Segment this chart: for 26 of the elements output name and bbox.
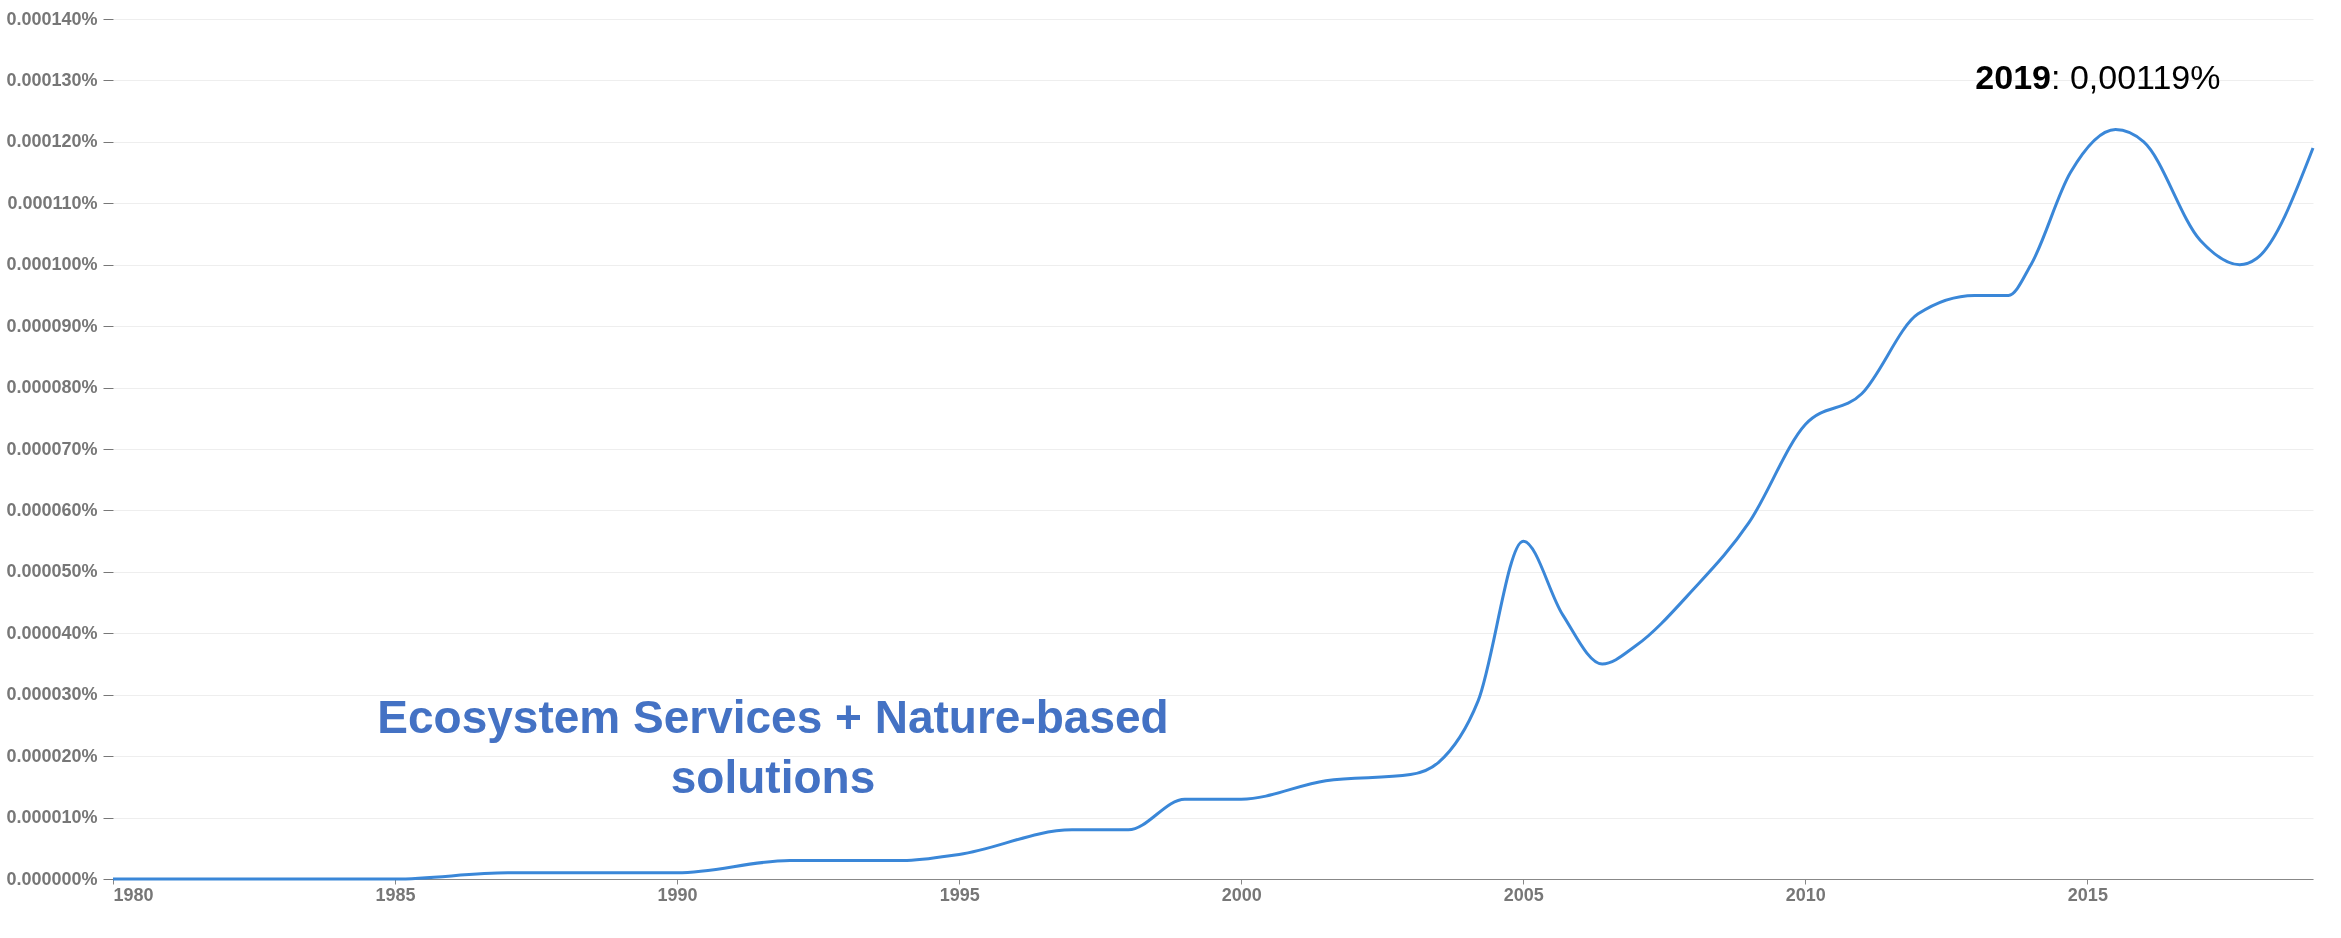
y-tick-label: 0.000050% — [6, 561, 98, 582]
y-tick-label: 0.000030% — [6, 684, 98, 705]
annotation: Ecosystem Services + Nature-based solutions — [377, 691, 1169, 803]
annotation: 2019: 0,00119% — [1975, 58, 2221, 96]
y-tick-label: 0.000090% — [6, 315, 98, 336]
x-tick-label: 1980 — [113, 884, 154, 905]
y-tick-label: 0.000010% — [6, 807, 98, 828]
y-tick-label: 0.000040% — [6, 622, 98, 643]
x-tick-label: 2000 — [1221, 884, 1262, 905]
y-tick-label: 0.000070% — [6, 438, 98, 459]
x-tick-label: 1995 — [939, 884, 980, 905]
y-tick-label: 0.000020% — [6, 745, 98, 766]
x-tick-label: 2015 — [2067, 884, 2108, 905]
y-tick-label: 0.000120% — [6, 131, 98, 152]
y-tick-label: 0.000140% — [6, 8, 98, 29]
x-tick-label: 1990 — [657, 884, 698, 905]
y-tick-label: 0.000000% — [6, 868, 98, 889]
y-tick-label: 0.000080% — [6, 377, 98, 398]
x-tick-label: 2005 — [1503, 884, 1544, 905]
x-tick-label: 2010 — [1785, 884, 1826, 905]
y-tick-label: 0.000130% — [6, 69, 98, 90]
x-tick-label: 1985 — [375, 884, 416, 905]
y-tick-label: 0.000060% — [6, 499, 98, 520]
y-tick-label: 0.000100% — [6, 254, 98, 275]
y-tick-label: 0.000110% — [7, 192, 98, 213]
line-series — [111, 128, 2315, 881]
